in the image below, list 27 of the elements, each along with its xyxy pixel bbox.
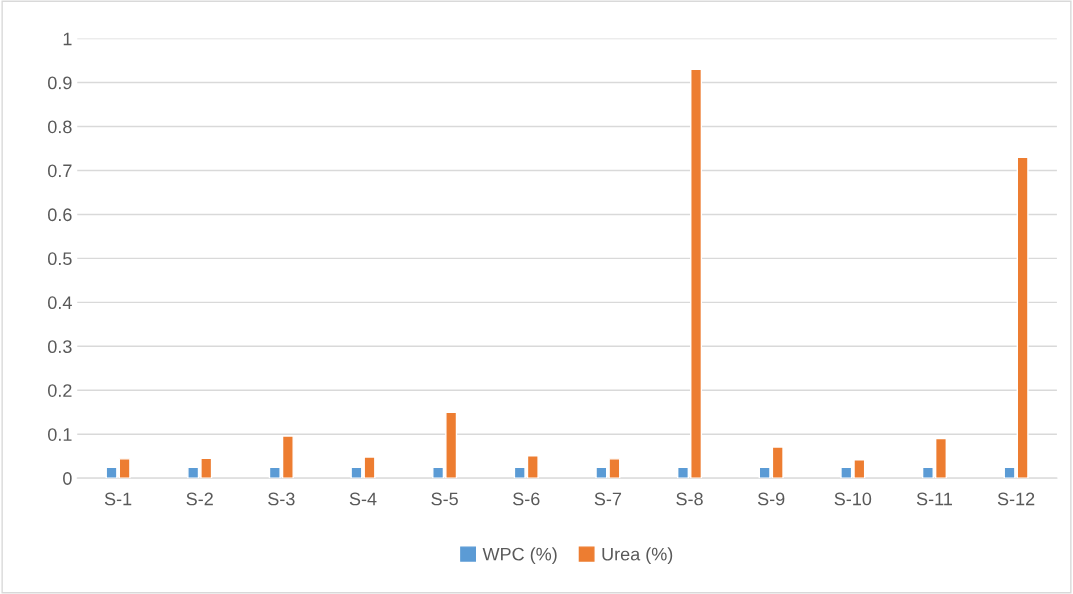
x-tick-label: S-7: [594, 492, 622, 506]
x-tick-label: S-9: [757, 492, 785, 506]
bar: [363, 456, 376, 479]
legend-label: Urea (%): [602, 547, 673, 565]
x-tick-label: S-12: [997, 492, 1035, 506]
x-tick-label: S-3: [268, 492, 295, 506]
x-tick-label: S-11: [916, 492, 952, 506]
y-tick-label: 0.7: [48, 164, 72, 178]
x-tick-label: S-4: [349, 492, 377, 506]
y-tick-label: 0.9: [48, 76, 72, 90]
x-tick-label: S-2: [186, 492, 213, 506]
x-tick-label: S-1: [104, 492, 132, 506]
y-tick-label: 0.8: [48, 120, 72, 134]
x-tick-label: S-6: [513, 492, 540, 506]
bar: [350, 466, 363, 479]
y-tick-label: 0.1: [48, 428, 72, 441]
y-tick-label: 0.3: [48, 340, 72, 354]
y-tick-label: 0.5: [48, 252, 72, 266]
y-tick-label: 1: [63, 32, 72, 46]
x-tick-label: S-8: [676, 492, 703, 506]
x-tick-label: S-5: [431, 492, 458, 506]
x-tick-label: S-10: [834, 492, 872, 506]
y-tick-label: 0: [63, 472, 72, 485]
legend-label: WPC (%): [482, 547, 557, 565]
y-tick-label: 0.2: [48, 384, 72, 397]
y-tick-label: 0.6: [48, 208, 72, 222]
y-tick-label: 0.4: [48, 296, 72, 310]
